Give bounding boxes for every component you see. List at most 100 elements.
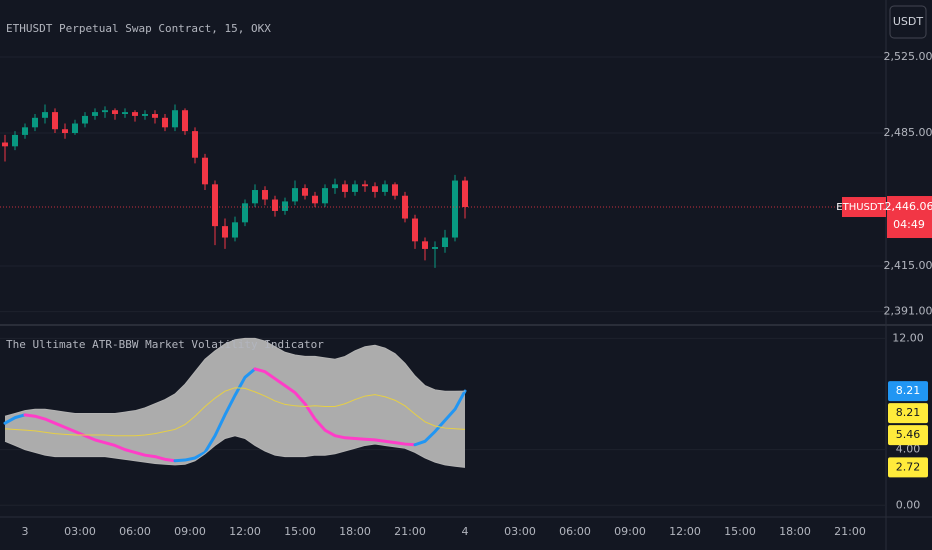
candle-body bbox=[102, 110, 108, 113]
symbol-label: ETHUSDT.P bbox=[836, 202, 891, 213]
candle-body bbox=[372, 186, 378, 192]
candle-body bbox=[272, 199, 278, 211]
value-label-box bbox=[888, 457, 928, 478]
candle-body bbox=[392, 184, 398, 196]
indicator-line bbox=[23, 413, 177, 463]
x-tick-label: 21:00 bbox=[394, 525, 426, 538]
x-tick-label: 15:00 bbox=[724, 525, 756, 538]
y-tick-label: 2,485.00 bbox=[884, 126, 932, 139]
value-label: 8.21 bbox=[896, 384, 921, 397]
candle-body bbox=[22, 127, 28, 135]
labels: 2,525.00 2,485.00 2,415.00 2,391.00 ETHUSDT.… bbox=[22, 50, 932, 538]
indicator-line bbox=[253, 367, 417, 447]
candle-body bbox=[292, 188, 298, 202]
x-tick-label: 18:00 bbox=[339, 525, 371, 538]
last-price-box bbox=[887, 196, 932, 239]
y-tick-label: 2,415.00 bbox=[884, 259, 932, 272]
candle-body bbox=[152, 114, 158, 118]
candle-body bbox=[422, 241, 428, 249]
candle-body bbox=[172, 110, 178, 128]
candle-body bbox=[32, 117, 38, 128]
candle-body bbox=[462, 180, 468, 208]
candle-body bbox=[112, 110, 118, 115]
candle-body bbox=[62, 129, 68, 134]
candle-body bbox=[352, 184, 358, 192]
candle-body bbox=[182, 110, 188, 132]
candle-body bbox=[212, 184, 218, 227]
x-tick-label: 12:00 bbox=[669, 525, 701, 538]
value-label: 2.72 bbox=[896, 460, 921, 473]
currency-button[interactable] bbox=[889, 5, 927, 39]
value-label-box bbox=[888, 403, 928, 424]
symbol-box bbox=[842, 197, 886, 218]
value-label-box bbox=[888, 381, 928, 402]
candle-body bbox=[52, 112, 58, 130]
indicator-line bbox=[413, 389, 467, 447]
candle-body bbox=[202, 157, 208, 185]
candle-body bbox=[252, 190, 258, 204]
indicator-line bbox=[173, 367, 257, 463]
candle-body bbox=[342, 184, 348, 192]
y-tick-label: 2,391.00 bbox=[884, 305, 932, 318]
indicator-line bbox=[4, 337, 466, 417]
candle-body bbox=[302, 188, 308, 196]
chart-title: ETHUSDT Perpetual Swap Contract, 15, OKX bbox=[6, 22, 271, 35]
candle-body bbox=[432, 247, 438, 249]
candle-body bbox=[362, 184, 368, 187]
candle-body bbox=[192, 131, 198, 158]
candle-body bbox=[162, 117, 168, 128]
band-fill bbox=[5, 338, 465, 468]
x-tick-label: 09:00 bbox=[174, 525, 206, 538]
candle-body bbox=[122, 112, 128, 115]
currency-label[interactable]: USDT bbox=[893, 15, 924, 28]
y-tick-label: 12.00 bbox=[892, 331, 924, 344]
countdown-label: 04:49 bbox=[893, 218, 925, 231]
candle-body bbox=[12, 134, 18, 147]
value-label-box bbox=[888, 425, 928, 446]
candle-body bbox=[232, 222, 238, 238]
x-tick-label: 4 bbox=[462, 525, 469, 538]
candle-body bbox=[2, 142, 8, 147]
marks bbox=[0, 104, 886, 468]
candle-body bbox=[452, 180, 458, 238]
candle-body bbox=[262, 190, 268, 200]
y-tick-label: 2,525.00 bbox=[884, 50, 932, 63]
indicator-line bbox=[3, 413, 27, 425]
x-tick-label: 21:00 bbox=[834, 525, 866, 538]
x-tick-label: 03:00 bbox=[64, 525, 96, 538]
candle-body bbox=[132, 112, 138, 116]
candle-body bbox=[42, 112, 48, 118]
x-tick-label: 06:00 bbox=[559, 525, 591, 538]
candle-body bbox=[322, 188, 328, 204]
candle-body bbox=[312, 195, 318, 204]
x-tick-label: 03:00 bbox=[504, 525, 536, 538]
indicator-title: The Ultimate ATR-BBW Market Volatility I… bbox=[6, 338, 324, 351]
value-label: 5.46 bbox=[896, 428, 921, 441]
value-label: 8.21 bbox=[896, 406, 921, 419]
x-tick-label: 3 bbox=[22, 525, 29, 538]
candle-body bbox=[242, 203, 248, 223]
x-tick-label: 12:00 bbox=[229, 525, 261, 538]
x-tick-label: 09:00 bbox=[614, 525, 646, 538]
x-tick-label: 18:00 bbox=[779, 525, 811, 538]
x-tick-label: 06:00 bbox=[119, 525, 151, 538]
indicator-line bbox=[4, 435, 466, 468]
candle-body bbox=[142, 114, 148, 116]
last-price-label: 2,446.06 bbox=[885, 200, 932, 213]
y-tick-label: 4.00 bbox=[896, 443, 921, 456]
candle-body bbox=[222, 226, 228, 238]
candle-body bbox=[282, 201, 288, 211]
candle-body bbox=[332, 184, 338, 189]
candle-body bbox=[92, 112, 98, 116]
candle-body bbox=[82, 115, 88, 124]
candle-body bbox=[442, 237, 448, 248]
indicator-line bbox=[4, 387, 466, 437]
candle-body bbox=[412, 218, 418, 242]
candle-body bbox=[72, 123, 78, 134]
candle-body bbox=[382, 184, 388, 192]
y-tick-label: 0.00 bbox=[896, 498, 921, 511]
x-tick-label: 15:00 bbox=[284, 525, 316, 538]
